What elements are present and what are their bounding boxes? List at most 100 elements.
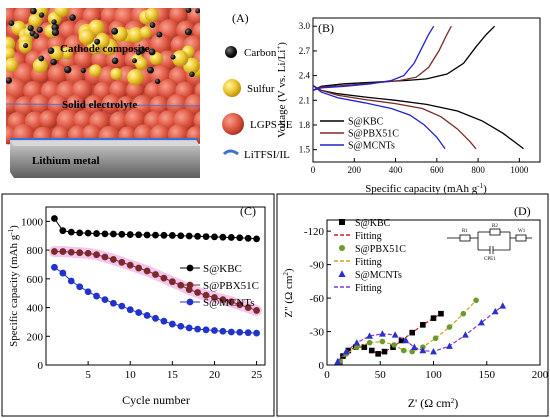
panel-b-y-tick-label: 2.1: [299, 95, 310, 105]
panel-c-data-point: [67, 248, 75, 256]
panel-d-triangle-marker: [499, 302, 507, 309]
il-interlayer: [6, 103, 200, 107]
panel-c-data-point: [185, 324, 193, 332]
panel-b-x-tick-label: 1000: [510, 165, 529, 175]
panel-c-data-point: [244, 329, 252, 337]
panel-d-triangle-marker: [430, 348, 437, 355]
carbon-particle: [64, 65, 72, 74]
panel-b-discharge-curve: [313, 84, 477, 150]
carbon-legend-icon: [225, 46, 237, 58]
panel-d-circle-marker: [354, 344, 360, 350]
panel-b-discharge-curve: [313, 84, 446, 150]
panel-c-data-point: [168, 278, 176, 286]
panel-d-circle-marker: [409, 348, 416, 355]
panel-c-data-point: [202, 233, 210, 240]
carbon-particle: [27, 25, 34, 32]
panel-d-square-marker: [409, 329, 415, 336]
panel-b-legend-entry: S@KBC: [348, 117, 384, 128]
panel-d-xlabel: Z' (Ω cm2): [408, 396, 459, 410]
sulfur-particle: [139, 26, 152, 39]
panel-c-legend-entry: S@PBX51C: [203, 280, 259, 292]
litfsi-legend-icon: [222, 149, 239, 156]
panel-c-data-point: [51, 263, 58, 271]
lgps-particle: [169, 8, 189, 25]
panel-d-series: [334, 297, 507, 365]
panel-c-data-point: [244, 304, 252, 311]
carbon-particle: [38, 55, 45, 62]
panel-c-legend: S@KBC S@PBX51C S@MCNTs: [180, 263, 259, 309]
panel-b-curves: [313, 25, 524, 150]
panel-a-label: (A): [232, 11, 249, 25]
legend-sulfur: Sulfur: [247, 83, 275, 95]
panel-b-axes: 0 200 400 600 800 1000 1.5 1.8 2.1 2.4 2.7 3.0: [299, 21, 529, 175]
panel-d-triangle-marker: [446, 342, 453, 349]
lgps-particle: [14, 96, 36, 118]
panel-d-outer-border: [276, 193, 549, 417]
panel-c-data-point: [143, 267, 151, 275]
panel-d-legend-entry: Fitting: [355, 257, 382, 268]
sulfur-legend-icon: [223, 79, 241, 97]
sulfur-particle: [6, 57, 19, 73]
carbon-particle: [184, 28, 192, 36]
panel-d-triangle-marker: [410, 343, 418, 350]
carbon-particle: [111, 57, 119, 65]
panel-c-data-point: [59, 227, 67, 235]
carbon-particle: [135, 50, 142, 56]
panel-d-label: (D): [514, 204, 531, 218]
panel-c-data-point: [118, 302, 126, 310]
panel-c-data-point: [211, 294, 218, 301]
carbon-particle: [94, 38, 101, 45]
panel-d-legend-entry: Fitting: [355, 231, 382, 242]
panel-d-legend-entry: Fitting: [355, 283, 382, 294]
panel-c-data-point: [168, 232, 176, 239]
panel-c-data-point: [194, 232, 202, 240]
circuit-r1: R1: [462, 229, 468, 234]
panel-c-label: (C): [240, 204, 256, 218]
panel-c-data-point: [109, 256, 117, 263]
panel-d-ylabel: Z" (Ω cm2): [282, 268, 295, 318]
panel-c-data-point: [101, 296, 109, 304]
carbon-particle: [51, 28, 60, 37]
panel-c-legend-marker: [186, 298, 194, 306]
carbon-particle: [131, 58, 138, 64]
panel-c-legend-entry: S@MCNTs: [203, 297, 255, 309]
panel-d-square-marker: [430, 315, 437, 321]
panel-c-data-point: [227, 328, 235, 336]
panel-c-legend-entry: S@KBC: [203, 263, 242, 275]
panel-b-legend-entry: S@MCNTs: [348, 141, 395, 152]
panel-c-data-point: [143, 231, 151, 239]
sulfur-particle: [144, 8, 159, 22]
panel-c-data-point: [168, 320, 176, 328]
panel-d-square-marker: [361, 344, 368, 350]
panel-c-data-point: [101, 230, 109, 238]
panel-c-data-point: [227, 234, 235, 241]
panel-c-outer-border: [1, 193, 275, 417]
sulfur-particle: [127, 27, 144, 43]
panel-d-square-marker: [368, 347, 375, 354]
panel-c-data-point: [160, 317, 168, 325]
panel-d-circle-marker: [432, 335, 439, 342]
panel-b-y-tick-label: 2.7: [299, 46, 311, 56]
panel-d-fitting-line: [339, 299, 477, 363]
panel-d-y-tick-label: -60: [309, 293, 324, 305]
panel-c-x-tick-label: 5: [85, 369, 91, 381]
panel-c-data-point: [227, 298, 235, 306]
panel-c-data-point: [101, 253, 109, 261]
panel-c-xlabel: Cycle number: [122, 393, 190, 407]
carbon-particle: [38, 12, 45, 18]
panel-d-circle-marker: [366, 339, 373, 346]
panel-b-y-tick-label: 1.5: [299, 145, 311, 155]
panel-b-legend-entry: S@PBX51C: [348, 129, 399, 140]
lgps-particle: [109, 80, 129, 100]
panel-c-data-point: [67, 228, 75, 236]
carbon-particle: [23, 43, 29, 49]
panel-c-data-point: [51, 248, 58, 255]
panel-b-y-tick-label: 2.4: [299, 71, 311, 81]
panel-c-data-point: [253, 235, 260, 243]
lgps-particle: [109, 111, 129, 131]
panel-c-y-tick-label: 200: [27, 331, 44, 343]
carbon-particle: [195, 8, 200, 14]
panel-c-data-point: [177, 322, 185, 330]
panel-c-y-tick-label: 600: [27, 274, 44, 286]
